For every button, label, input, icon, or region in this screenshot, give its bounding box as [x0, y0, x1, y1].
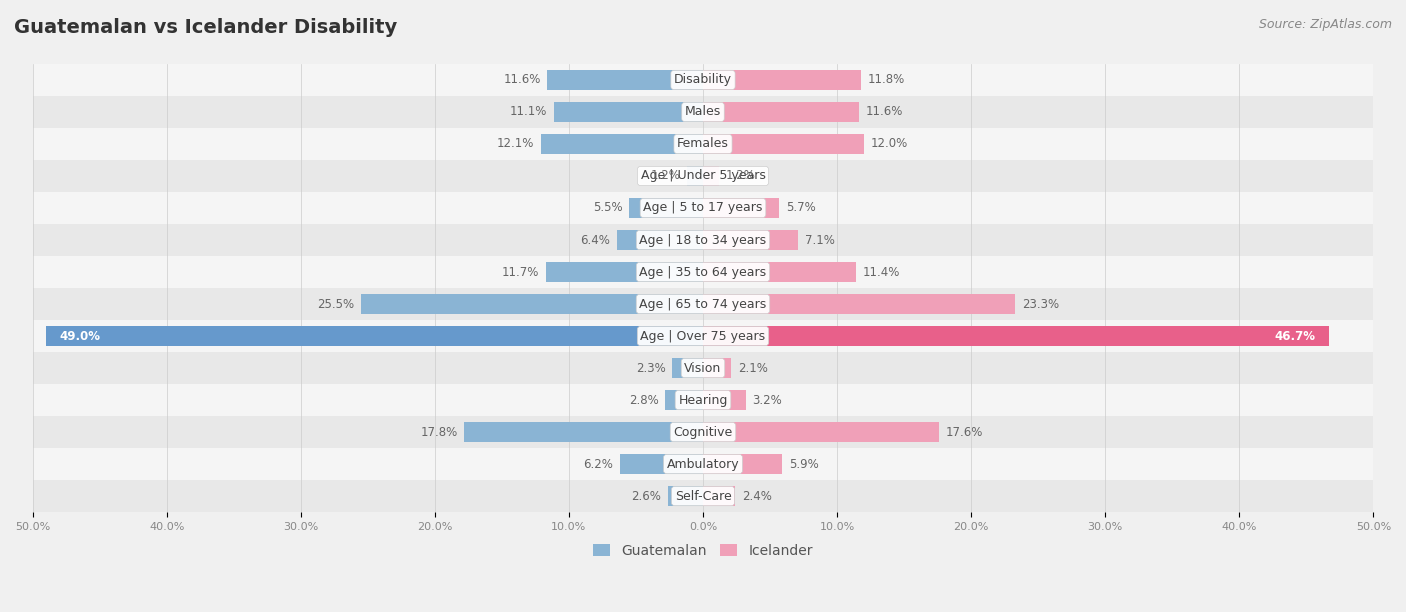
Text: Age | 5 to 17 years: Age | 5 to 17 years: [644, 201, 762, 214]
Text: Age | 65 to 74 years: Age | 65 to 74 years: [640, 297, 766, 310]
Text: 49.0%: 49.0%: [59, 329, 100, 343]
Text: 1.2%: 1.2%: [725, 170, 755, 182]
Text: Age | 35 to 64 years: Age | 35 to 64 years: [640, 266, 766, 278]
Bar: [32, 96, 1374, 128]
Text: Self-Care: Self-Care: [675, 490, 731, 502]
Bar: [32, 320, 1374, 352]
Text: 11.7%: 11.7%: [502, 266, 540, 278]
Text: Hearing: Hearing: [678, 394, 728, 406]
Bar: [32, 224, 1374, 256]
Text: Guatemalan vs Icelander Disability: Guatemalan vs Icelander Disability: [14, 18, 398, 37]
Text: 11.4%: 11.4%: [862, 266, 900, 278]
Bar: [541, 135, 703, 154]
Bar: [672, 359, 703, 378]
Bar: [668, 487, 703, 506]
Bar: [703, 135, 863, 154]
Bar: [703, 359, 731, 378]
Bar: [32, 64, 1374, 96]
Text: 5.7%: 5.7%: [786, 201, 815, 214]
Bar: [32, 160, 1374, 192]
Text: 2.6%: 2.6%: [631, 490, 661, 502]
Text: 2.4%: 2.4%: [742, 490, 772, 502]
Text: 7.1%: 7.1%: [804, 234, 835, 247]
Bar: [703, 70, 862, 89]
Bar: [665, 390, 703, 409]
Bar: [688, 166, 703, 185]
Text: 11.6%: 11.6%: [503, 73, 541, 86]
Bar: [546, 263, 703, 282]
Bar: [32, 192, 1374, 224]
Bar: [630, 198, 703, 218]
Bar: [703, 230, 799, 250]
Text: 11.8%: 11.8%: [868, 73, 905, 86]
Text: 2.3%: 2.3%: [636, 362, 665, 375]
Text: 25.5%: 25.5%: [318, 297, 354, 310]
Bar: [554, 102, 703, 122]
Text: 11.1%: 11.1%: [510, 105, 547, 119]
Text: Disability: Disability: [673, 73, 733, 86]
Bar: [703, 487, 735, 506]
Bar: [32, 384, 1374, 416]
Text: 11.6%: 11.6%: [865, 105, 903, 119]
Bar: [46, 326, 703, 346]
Bar: [703, 102, 859, 122]
Text: 1.2%: 1.2%: [651, 170, 681, 182]
Bar: [32, 416, 1374, 448]
Text: 2.8%: 2.8%: [628, 394, 659, 406]
Text: Vision: Vision: [685, 362, 721, 375]
Bar: [32, 480, 1374, 512]
Bar: [703, 166, 718, 185]
Bar: [703, 455, 782, 474]
Bar: [703, 294, 1015, 313]
Text: 17.8%: 17.8%: [420, 425, 457, 439]
Text: Females: Females: [678, 138, 728, 151]
Text: 12.0%: 12.0%: [870, 138, 908, 151]
Text: Age | Under 5 years: Age | Under 5 years: [641, 170, 765, 182]
Bar: [361, 294, 703, 313]
Text: 5.5%: 5.5%: [593, 201, 623, 214]
Text: 2.1%: 2.1%: [738, 362, 768, 375]
Text: Males: Males: [685, 105, 721, 119]
Bar: [703, 390, 747, 409]
Text: 12.1%: 12.1%: [496, 138, 534, 151]
Text: 5.9%: 5.9%: [789, 458, 818, 471]
Bar: [32, 128, 1374, 160]
Bar: [32, 256, 1374, 288]
Bar: [703, 198, 779, 218]
Bar: [464, 422, 703, 442]
Bar: [32, 288, 1374, 320]
Text: Age | 18 to 34 years: Age | 18 to 34 years: [640, 234, 766, 247]
Bar: [617, 230, 703, 250]
Text: 6.2%: 6.2%: [583, 458, 613, 471]
Text: Age | Over 75 years: Age | Over 75 years: [641, 329, 765, 343]
Text: 23.3%: 23.3%: [1022, 297, 1059, 310]
Bar: [32, 352, 1374, 384]
Bar: [703, 422, 939, 442]
Bar: [620, 455, 703, 474]
Bar: [547, 70, 703, 89]
Bar: [32, 448, 1374, 480]
Text: Cognitive: Cognitive: [673, 425, 733, 439]
Text: 3.2%: 3.2%: [752, 394, 782, 406]
Text: 6.4%: 6.4%: [581, 234, 610, 247]
Text: Ambulatory: Ambulatory: [666, 458, 740, 471]
Text: 17.6%: 17.6%: [946, 425, 983, 439]
Text: Source: ZipAtlas.com: Source: ZipAtlas.com: [1258, 18, 1392, 31]
Bar: [703, 326, 1329, 346]
Bar: [703, 263, 856, 282]
Legend: Guatemalan, Icelander: Guatemalan, Icelander: [588, 539, 818, 564]
Text: 46.7%: 46.7%: [1275, 329, 1316, 343]
